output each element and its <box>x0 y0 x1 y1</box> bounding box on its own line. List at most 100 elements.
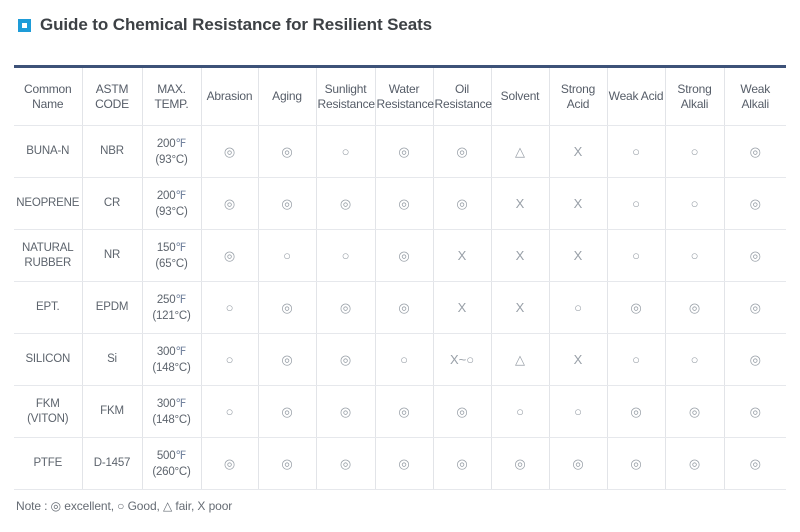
page: Guide to Chemical Resistance for Resilie… <box>14 12 786 513</box>
cell-common-name: BUNA-N <box>14 125 83 178</box>
title-bullet-icon <box>18 18 31 32</box>
cell-astm-code: D-1457 <box>82 437 143 490</box>
cell-common-name: SILICON <box>14 333 83 386</box>
max-temp-fahrenheit: 300℉ <box>156 345 187 358</box>
cell-common-name: EPT. <box>14 281 83 334</box>
rating-cell: ◎ <box>201 177 259 230</box>
cell-max-temp: 500℉ (260°C) <box>142 437 202 490</box>
rating-cell: ◎ <box>258 385 317 438</box>
rating-cell: ◎ <box>724 385 786 438</box>
cell-common-name: NATURAL RUBBER <box>14 229 83 282</box>
cell-max-temp: 300℉ (148°C) <box>142 385 202 438</box>
rating-cell: ○ <box>665 125 725 178</box>
rating-cell: ○ <box>316 125 376 178</box>
max-temp-fahrenheit: 250℉ <box>156 293 187 306</box>
rating-cell: ◎ <box>375 437 434 490</box>
max-temp-celsius: (148°C) <box>152 361 191 374</box>
rating-cell: ◎ <box>375 177 434 230</box>
rating-cell: ◎ <box>433 385 492 438</box>
column-header: ASTM CODE <box>82 66 143 126</box>
rating-cell: ◎ <box>316 385 376 438</box>
cell-astm-code: NR <box>82 229 143 282</box>
max-temp-celsius: (121°C) <box>152 309 191 322</box>
column-header: Solvent <box>491 66 550 126</box>
rating-cell: ◎ <box>433 125 492 178</box>
rating-cell: ○ <box>258 229 317 282</box>
table-row: FKM (VITON) FKM 300℉ (148°C) ○ ◎ ◎ ◎ ◎ ○ ○ ◎ ◎ ◎ <box>14 385 786 438</box>
table-row: EPT. EPDM 250℉ (121°C) ○ ◎ ◎ ◎ X X ○ ◎ ◎ ◎ <box>14 281 786 334</box>
table-row: SILICON Si 300℉ (148°C) ○ ◎ ◎ ○ X~○ △ X ○ ○ ◎ <box>14 333 786 386</box>
rating-cell: X <box>491 177 550 230</box>
rating-cell: ◎ <box>316 281 376 334</box>
rating-cell: X <box>433 281 492 334</box>
column-header: MAX. TEMP. <box>142 66 202 126</box>
max-temp-fahrenheit: 200℉ <box>156 189 187 202</box>
rating-cell: ◎ <box>665 437 725 490</box>
table-row: NEOPRENE CR 200℉ (93°C) ◎ ◎ ◎ ◎ ◎ X X ○ ○ ◎ <box>14 177 786 230</box>
cell-astm-code: Si <box>82 333 143 386</box>
rating-cell: ○ <box>375 333 434 386</box>
column-header: Common Name <box>14 66 83 126</box>
column-header: Weak Acid <box>607 66 666 126</box>
cell-max-temp: 150℉ (65°C) <box>142 229 202 282</box>
rating-cell: ◎ <box>433 437 492 490</box>
column-header: Weak Alkali <box>724 66 786 126</box>
rating-cell: ◎ <box>375 229 434 282</box>
rating-cell: ○ <box>607 333 666 386</box>
cell-astm-code: NBR <box>82 125 143 178</box>
rating-cell: ◎ <box>201 125 259 178</box>
column-header: Water Resistance <box>375 66 434 126</box>
rating-cell: X <box>549 333 608 386</box>
rating-cell: ◎ <box>607 385 666 438</box>
column-header: Sunlight Resistance <box>316 66 376 126</box>
rating-cell: ◎ <box>316 333 376 386</box>
max-temp-fahrenheit: 500℉ <box>156 449 187 462</box>
page-title: Guide to Chemical Resistance for Resilie… <box>40 15 432 34</box>
rating-cell: △ <box>491 333 550 386</box>
rating-cell: ◎ <box>607 437 666 490</box>
rating-cell: ○ <box>201 385 259 438</box>
rating-cell: ○ <box>549 281 608 334</box>
rating-cell: ○ <box>607 125 666 178</box>
rating-cell: ◎ <box>316 177 376 230</box>
rating-cell: ◎ <box>316 437 376 490</box>
rating-cell: ◎ <box>549 437 608 490</box>
rating-cell: X~○ <box>433 333 492 386</box>
fahrenheit-unit: ℉ <box>175 449 187 462</box>
rating-cell: △ <box>491 125 550 178</box>
max-temp-celsius: (93°C) <box>155 153 188 166</box>
rating-cell: ○ <box>549 385 608 438</box>
cell-max-temp: 200℉ (93°C) <box>142 125 202 178</box>
table-row: NATURAL RUBBER NR 150℉ (65°C) ◎ ○ ○ ◎ X X X ○ ○ ◎ <box>14 229 786 282</box>
max-temp-celsius: (65°C) <box>155 257 188 270</box>
cell-max-temp: 250℉ (121°C) <box>142 281 202 334</box>
header-row: Common Name ASTM CODE MAX. TEMP. Abrasion Ag… <box>14 66 786 126</box>
column-header: Abrasion <box>201 66 259 126</box>
table-row: BUNA-N NBR 200℉ (93°C) ◎ ◎ ○ ◎ ◎ △ X ○ ○ ◎ <box>14 125 786 178</box>
cell-astm-code: FKM <box>82 385 143 438</box>
table-row: PTFE D-1457 500℉ (260°C) ◎ ◎ ◎ ◎ ◎ ◎ ◎ ◎ ◎ ◎ <box>14 437 786 490</box>
rating-cell: ◎ <box>201 229 259 282</box>
chemical-resistance-table: Common Name ASTM CODE MAX. TEMP. Abrasion Ag… <box>14 65 786 490</box>
rating-cell: ◎ <box>258 125 317 178</box>
rating-cell: ○ <box>201 333 259 386</box>
rating-cell: X <box>491 281 550 334</box>
max-temp-fahrenheit: 200℉ <box>156 137 187 150</box>
rating-cell: ○ <box>491 385 550 438</box>
fahrenheit-unit: ℉ <box>175 189 187 202</box>
fahrenheit-unit: ℉ <box>175 345 187 358</box>
rating-cell: ○ <box>316 229 376 282</box>
rating-cell: ◎ <box>258 177 317 230</box>
fahrenheit-unit: ℉ <box>175 293 187 306</box>
rating-cell: ◎ <box>258 437 317 490</box>
rating-cell: ◎ <box>491 437 550 490</box>
cell-max-temp: 300℉ (148°C) <box>142 333 202 386</box>
rating-cell: X <box>549 229 608 282</box>
rating-cell: ◎ <box>724 125 786 178</box>
cell-common-name: FKM (VITON) <box>14 385 83 438</box>
legend-note: Note : ◎ excellent, ○ Good, △ fair, X po… <box>16 499 233 513</box>
rating-cell: ◎ <box>724 437 786 490</box>
section-header: Guide to Chemical Resistance for Resilie… <box>14 12 786 38</box>
rating-cell: ◎ <box>258 333 317 386</box>
rating-cell: ○ <box>665 177 725 230</box>
